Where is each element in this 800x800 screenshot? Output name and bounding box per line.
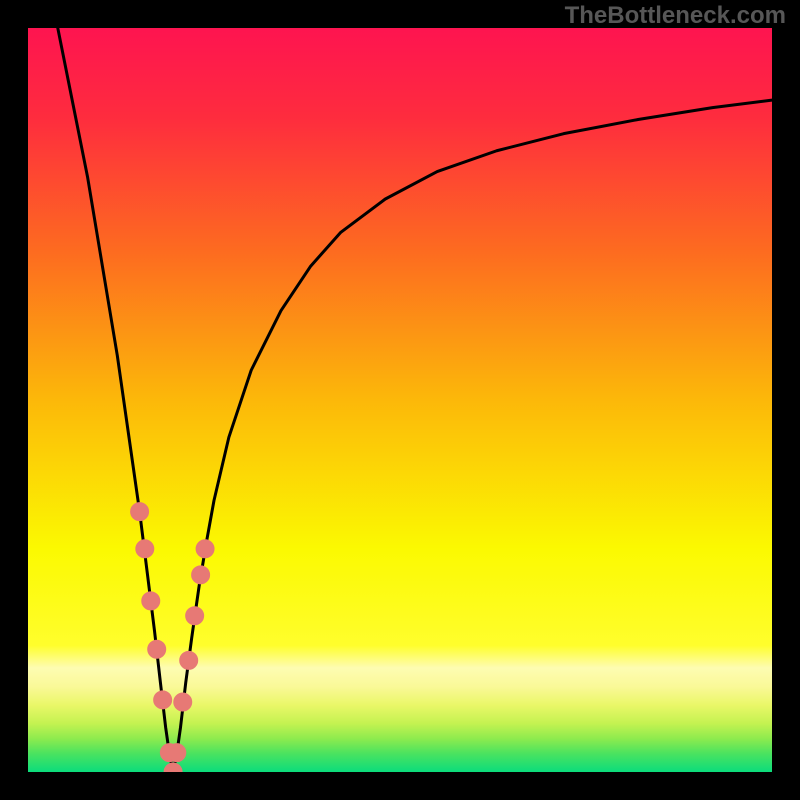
curve-marker [154, 691, 172, 709]
source-watermark: TheBottleneck.com [565, 2, 786, 30]
curve-marker [192, 566, 210, 584]
chart-frame: TheBottleneck.com [0, 0, 800, 800]
curve-marker [180, 651, 198, 669]
curve-marker [196, 540, 214, 558]
curve-marker [148, 640, 166, 658]
curve-marker [168, 744, 186, 762]
curve-marker [142, 592, 160, 610]
plot-background-gradient [28, 28, 772, 772]
chart-svg [0, 0, 800, 800]
curve-marker [136, 540, 154, 558]
curve-marker [131, 503, 149, 521]
curve-marker [186, 607, 204, 625]
curve-marker [174, 693, 192, 711]
